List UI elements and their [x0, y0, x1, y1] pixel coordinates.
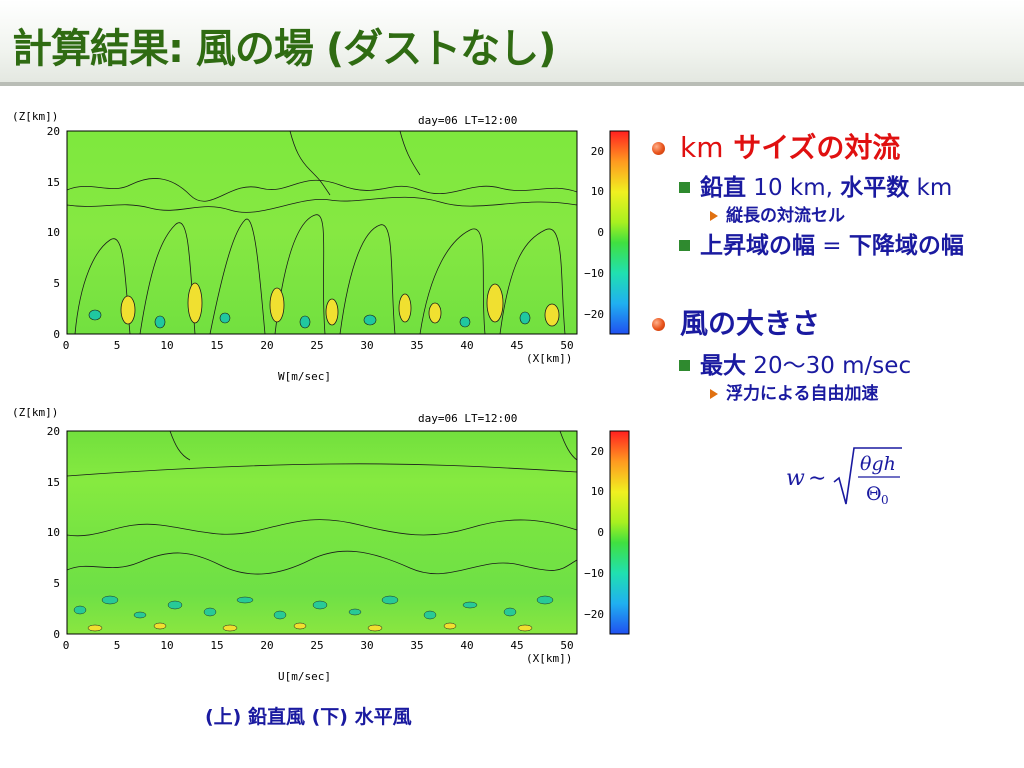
- title-bar: 計算結果: 風の場 (ダストなし): [0, 0, 1024, 82]
- formula-lhs: w: [786, 466, 805, 491]
- bullet-triangle-icon: [710, 389, 718, 399]
- z-tick: 20: [47, 125, 60, 138]
- item-text: 鉛直: [700, 175, 746, 201]
- x-tick: 30: [360, 639, 373, 652]
- formula-denominator-sub: 0: [881, 493, 889, 507]
- x-tick: 5: [114, 339, 121, 352]
- bullet-section-convection: km サイズの対流 鉛直 10 km, 水平数 km 縦長の対流セル 上昇域の幅…: [648, 130, 1018, 262]
- colorbar-tick: 20: [591, 445, 604, 458]
- heading-km: km: [680, 131, 724, 164]
- z-axis-label: (Z[km]): [12, 406, 58, 419]
- colorbar: [609, 130, 630, 335]
- sqrt-sign: [833, 447, 902, 505]
- x-tick: 45: [510, 639, 523, 652]
- item-text: 上昇域の幅: [700, 233, 815, 259]
- heading-text: 風の大きさ: [680, 307, 821, 340]
- x-tick: 5: [114, 639, 121, 652]
- x-tick: 50: [560, 339, 573, 352]
- plot-vertical-wind: (Z[km]) day=06 LT=12:00 (X[km]) W[m/sec]…: [0, 100, 640, 390]
- x-tick: 40: [460, 339, 473, 352]
- x-tick: 0: [63, 339, 70, 352]
- colorbar-tick: 0: [597, 526, 604, 539]
- colorbar-tick: 20: [591, 145, 604, 158]
- bullet-square-icon: [679, 360, 690, 371]
- x-tick: 25: [310, 339, 323, 352]
- x-tick: 20: [260, 339, 273, 352]
- item-text: 10 km,: [746, 175, 841, 201]
- subitem-text: 縦長の対流セル: [726, 206, 845, 226]
- x-axis-label: (X[km]): [526, 652, 572, 665]
- colorbar-tick: −20: [584, 308, 604, 321]
- z-axis-label: (Z[km]): [12, 110, 58, 123]
- z-tick: 0: [53, 628, 60, 641]
- colorbar-tick: 10: [591, 485, 604, 498]
- x-tick: 25: [310, 639, 323, 652]
- bullet-heading: 風の大きさ: [648, 306, 1018, 342]
- plot-horizontal-wind: (Z[km]) day=06 LT=12:00 (X[km]) U[m/sec]…: [0, 400, 640, 690]
- quantity-label: W[m/sec]: [278, 370, 331, 383]
- colorbar-tick: −10: [584, 567, 604, 580]
- z-tick: 15: [47, 476, 60, 489]
- item-text: 最大: [700, 353, 746, 379]
- bullet-dot-icon: [652, 318, 665, 331]
- colorbar-tick: −20: [584, 608, 604, 621]
- bullet-item: 最大 20〜30 m/sec: [648, 350, 1018, 382]
- z-tick: 15: [47, 176, 60, 189]
- z-tick: 5: [53, 577, 60, 590]
- bullet-dot-icon: [652, 142, 665, 155]
- time-label: day=06 LT=12:00: [418, 114, 517, 127]
- time-label: day=06 LT=12:00: [418, 412, 517, 425]
- formula-op: ∼: [808, 466, 826, 491]
- x-tick: 15: [210, 639, 223, 652]
- z-tick: 10: [47, 226, 60, 239]
- bullet-square-icon: [679, 240, 690, 251]
- field-area: [66, 430, 578, 635]
- bullet-item: 鉛直 10 km, 水平数 km: [648, 172, 1018, 204]
- bullet-square-icon: [679, 182, 690, 193]
- item-text: =: [815, 233, 849, 259]
- slide-title: 計算結果: 風の場 (ダストなし): [12, 26, 556, 72]
- z-tick: 10: [47, 526, 60, 539]
- heading-text: サイズの対流: [723, 131, 901, 164]
- item-text: km: [909, 175, 953, 201]
- figure-caption: (上) 鉛直風 (下) 水平風: [205, 706, 412, 728]
- z-tick: 20: [47, 425, 60, 438]
- z-tick: 0: [53, 328, 60, 341]
- x-tick: 10: [160, 639, 173, 652]
- x-tick: 10: [160, 339, 173, 352]
- bullet-heading: km サイズの対流: [648, 130, 1018, 166]
- bullet-section-wind-magnitude: 風の大きさ 最大 20〜30 m/sec 浮力による自由加速: [648, 306, 1018, 406]
- bullet-item: 上昇域の幅 = 下降域の幅: [648, 230, 1018, 262]
- x-tick: 35: [410, 639, 423, 652]
- formula: w ∼ θgh Θ 0: [784, 440, 934, 520]
- colorbar-tick: −10: [584, 267, 604, 280]
- item-text: 水平数: [840, 175, 910, 201]
- quantity-label: U[m/sec]: [278, 670, 331, 683]
- item-text: 下降域の幅: [848, 233, 964, 259]
- colorbar-tick: 0: [597, 226, 604, 239]
- x-tick: 45: [510, 339, 523, 352]
- bullet-subitem: 浮力による自由加速: [648, 382, 1018, 406]
- z-tick: 5: [53, 277, 60, 290]
- x-tick: 30: [360, 339, 373, 352]
- x-tick: 40: [460, 639, 473, 652]
- colorbar: [609, 430, 630, 635]
- bullet-triangle-icon: [710, 211, 718, 221]
- formula-numerator: θgh: [860, 453, 896, 475]
- formula-denominator: Θ: [866, 483, 882, 505]
- x-tick: 35: [410, 339, 423, 352]
- bullet-subitem: 縦長の対流セル: [648, 204, 1018, 228]
- x-tick: 20: [260, 639, 273, 652]
- x-tick: 0: [63, 639, 70, 652]
- subitem-text: 浮力による自由加速: [726, 384, 879, 404]
- x-tick: 15: [210, 339, 223, 352]
- title-rule: [0, 82, 1024, 86]
- x-tick: 50: [560, 639, 573, 652]
- x-axis-label: (X[km]): [526, 352, 572, 365]
- item-text: 20〜30 m/sec: [746, 353, 912, 379]
- colorbar-tick: 10: [591, 185, 604, 198]
